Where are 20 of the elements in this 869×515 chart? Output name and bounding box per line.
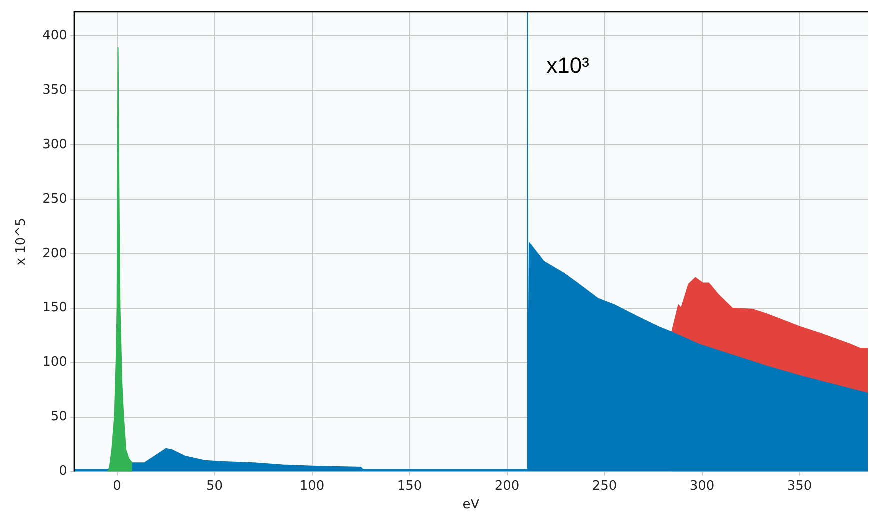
annotation: x10³ bbox=[546, 53, 590, 78]
y-tick-label: 0 bbox=[59, 464, 68, 480]
x-tick-label: 350 bbox=[787, 478, 812, 494]
x-tick-label: 300 bbox=[690, 478, 715, 494]
y-tick-label: 250 bbox=[42, 192, 68, 207]
y-tick-label: 50 bbox=[50, 410, 68, 425]
x-tick-label: 50 bbox=[206, 478, 224, 494]
x-tick-label: 100 bbox=[300, 478, 325, 494]
y-axis-title: x 10^5 bbox=[14, 218, 30, 266]
x-tick-label: 250 bbox=[592, 478, 618, 494]
x-tick-label: 150 bbox=[397, 478, 422, 494]
y-tick-label: 150 bbox=[42, 300, 68, 316]
x-axis-title: eV bbox=[462, 498, 480, 513]
y-tick-label: 350 bbox=[42, 82, 68, 98]
x-tick-label: 0 bbox=[113, 478, 122, 494]
y-tick-label: 400 bbox=[42, 28, 68, 44]
y-tick-label: 200 bbox=[42, 246, 68, 262]
y-tick-label: 300 bbox=[42, 137, 68, 152]
x-tick-label: 200 bbox=[494, 478, 520, 494]
y-tick-label: 100 bbox=[42, 355, 68, 370]
